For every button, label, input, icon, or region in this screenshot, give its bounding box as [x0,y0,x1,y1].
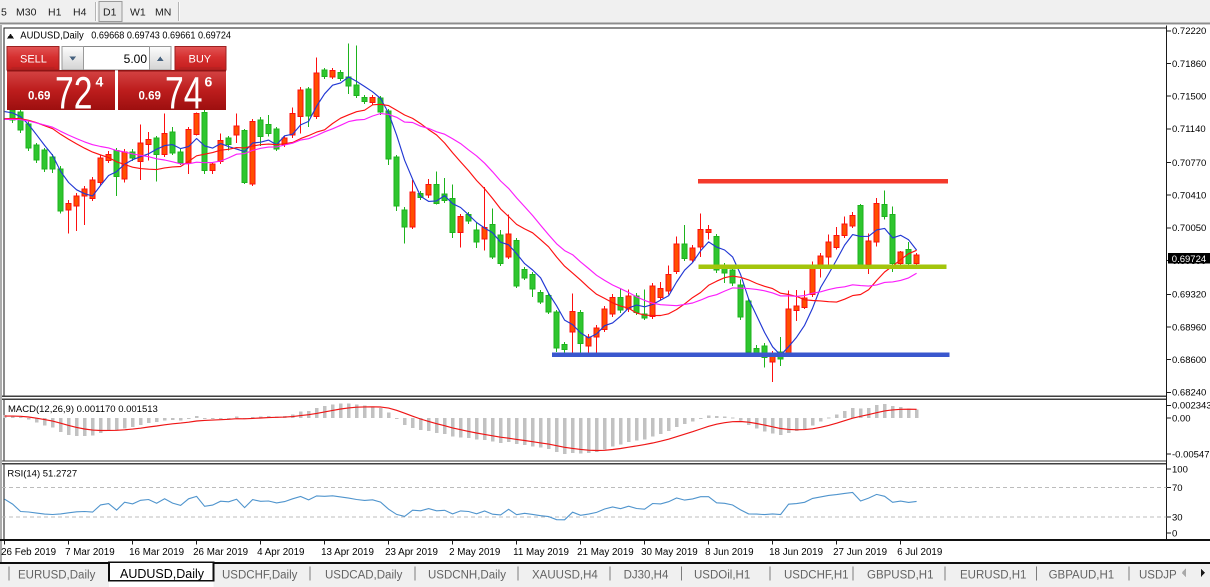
svg-text:30 May 2019: 30 May 2019 [641,547,698,558]
svg-text:XAUUSD,H4: XAUUSD,H4 [532,569,598,581]
svg-text:30: 30 [1172,512,1183,523]
svg-text:SELL: SELL [20,54,47,66]
svg-text:RSI(14) 51.2727: RSI(14) 51.2727 [7,469,77,480]
svg-text:EURUSD,H1: EURUSD,H1 [960,569,1026,581]
svg-text:0.70050: 0.70050 [1172,223,1206,234]
svg-text:26 Feb 2019: 26 Feb 2019 [1,547,56,558]
svg-text:13 Apr 2019: 13 Apr 2019 [321,547,374,558]
svg-text:21 May 2019: 21 May 2019 [577,547,634,558]
svg-text:0.002343: 0.002343 [1172,401,1210,412]
svg-text:D1: D1 [103,7,117,19]
svg-text:0.68600: 0.68600 [1172,355,1206,366]
svg-text:0.71140: 0.71140 [1172,124,1206,135]
svg-text:100: 100 [1172,464,1188,475]
svg-text:USDCHF,H1: USDCHF,H1 [784,569,849,581]
svg-text:0.68240: 0.68240 [1172,388,1206,399]
svg-text:0.71860: 0.71860 [1172,59,1206,70]
svg-text:70: 70 [1172,483,1183,494]
svg-text:W1: W1 [130,7,146,19]
svg-text:AUDUSD,Daily: AUDUSD,Daily [120,567,205,581]
svg-text:0.70410: 0.70410 [1172,191,1206,202]
svg-text:23 Apr 2019: 23 Apr 2019 [385,547,438,558]
svg-text:11 May 2019: 11 May 2019 [513,547,569,558]
svg-text:5: 5 [1,7,7,19]
svg-text:M30: M30 [16,7,37,19]
svg-text:BUY: BUY [189,54,212,66]
svg-text:8 Jun 2019: 8 Jun 2019 [705,547,753,558]
svg-text:0.71500: 0.71500 [1172,92,1206,103]
svg-text:H4: H4 [73,7,87,19]
svg-text:0.69320: 0.69320 [1172,290,1206,301]
svg-text:EURUSD,Daily: EURUSD,Daily [18,569,96,581]
svg-text:0.69: 0.69 [28,90,50,102]
svg-text:0.72220: 0.72220 [1172,26,1206,37]
svg-text:0.68960: 0.68960 [1172,322,1206,333]
svg-text:74: 74 [165,68,203,119]
svg-text:2 May 2019: 2 May 2019 [449,547,500,558]
svg-text:H1: H1 [48,7,62,19]
svg-text:0: 0 [1172,528,1177,539]
svg-text:18 Jun 2019: 18 Jun 2019 [769,547,823,558]
svg-text:GBPAUD,H1: GBPAUD,H1 [1049,569,1115,581]
svg-text:26 Mar 2019: 26 Mar 2019 [193,547,248,558]
svg-text:6 Jul 2019: 6 Jul 2019 [897,547,942,558]
svg-text:DJ30,H4: DJ30,H4 [624,569,669,581]
svg-text:4 Apr 2019: 4 Apr 2019 [257,547,304,558]
svg-text:27 Jun 2019: 27 Jun 2019 [833,547,887,558]
svg-text:0.70770: 0.70770 [1172,158,1206,169]
svg-text:USDCHF,Daily: USDCHF,Daily [222,569,298,581]
svg-text:USDCAD,Daily: USDCAD,Daily [325,569,403,581]
svg-text:7 Mar 2019: 7 Mar 2019 [65,547,115,558]
svg-text:MACD(12,26,9) 0.001170 0.00151: MACD(12,26,9) 0.001170 0.001513 [8,404,158,415]
svg-text:0.69: 0.69 [139,90,161,102]
svg-text:0.69724: 0.69724 [1172,254,1206,265]
svg-text:AUDUSD,Daily: AUDUSD,Daily [20,31,83,42]
svg-text:6: 6 [205,74,213,90]
svg-text:0.00: 0.00 [1172,413,1191,424]
svg-text:-0.005473: -0.005473 [1172,449,1210,460]
svg-text:4: 4 [96,74,104,90]
svg-text:USDCNH,Daily: USDCNH,Daily [428,569,506,581]
svg-text:GBPUSD,H1: GBPUSD,H1 [867,569,933,581]
svg-text:0.69668 0.69743 0.69661 0.6972: 0.69668 0.69743 0.69661 0.69724 [91,31,231,42]
svg-text:72: 72 [55,68,93,119]
svg-text:16 Mar 2019: 16 Mar 2019 [129,547,184,558]
svg-text:5.00: 5.00 [124,52,148,66]
svg-text:USDOil,H1: USDOil,H1 [694,569,750,581]
svg-text:MN: MN [155,7,171,19]
